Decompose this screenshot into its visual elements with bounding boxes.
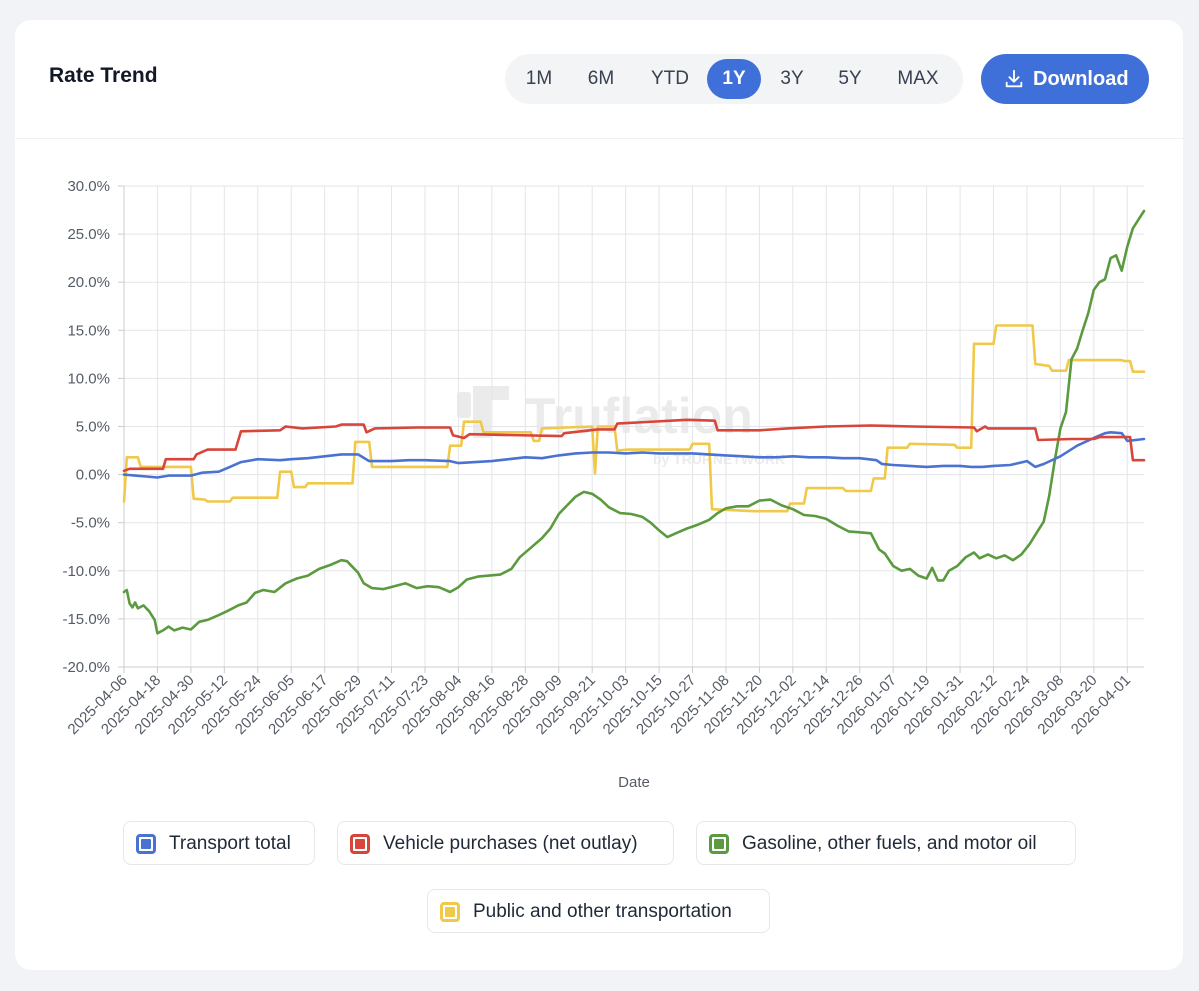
y-tick-label: 30.0% — [67, 178, 110, 195]
download-label: Download — [1033, 68, 1129, 90]
watermark-sub: by TRUF.NETWORK — [653, 451, 785, 467]
range-5y-button[interactable]: 5Y — [838, 68, 862, 89]
legend-swatch — [350, 834, 370, 854]
legend-swatch — [709, 834, 729, 854]
legend-label: Vehicle purchases (net outlay) — [383, 833, 638, 854]
legend-item-gasoline[interactable]: Gasoline, other fuels, and motor oil — [696, 821, 1076, 865]
download-icon — [1005, 69, 1023, 88]
y-tick-label: 5.0% — [76, 419, 110, 436]
range-1m-button[interactable]: 1M — [525, 68, 553, 89]
y-tick-label: 10.0% — [67, 370, 110, 387]
legend-label: Transport total — [169, 833, 291, 854]
series-line-transport-total — [122, 431, 1146, 479]
range-1y-button[interactable]: 1Y — [707, 59, 761, 99]
line-chart: Truflation by TRUF.NETWORK 30.0%25.0%20.… — [62, 178, 1146, 791]
card-header: Rate Trend 1M 6M YTD 1Y 3Y 5Y MAX Downlo… — [15, 20, 1183, 139]
grid — [123, 185, 1144, 668]
legend-item-public-transport[interactable]: Public and other transportation — [427, 889, 770, 933]
download-button[interactable]: Download — [981, 54, 1149, 104]
range-3y-button[interactable]: 3Y — [780, 68, 804, 89]
y-tick-label: -5.0% — [71, 515, 110, 532]
range-max-button[interactable]: MAX — [897, 68, 939, 89]
legend-item-vehicle-purchases[interactable]: Vehicle purchases (net outlay) — [337, 821, 674, 865]
y-tick-label: 0.0% — [76, 467, 110, 484]
legend-swatch — [440, 902, 460, 922]
y-tick-label: 15.0% — [67, 322, 110, 339]
series-line-gasoline — [122, 209, 1146, 635]
series-lines — [122, 209, 1146, 635]
series-line-public-transport — [122, 324, 1146, 513]
x-axis-title: Date — [618, 774, 650, 791]
page-title: Rate Trend — [49, 64, 158, 87]
legend-label: Gasoline, other fuels, and motor oil — [742, 833, 1037, 854]
range-selector: 1M 6M YTD 1Y 3Y 5Y MAX — [505, 54, 963, 104]
y-tick-label: 20.0% — [67, 274, 110, 291]
y-tick-label: -20.0% — [62, 659, 110, 676]
series-line-vehicle-purchases — [122, 418, 1146, 473]
legend-label: Public and other transportation — [473, 901, 732, 922]
y-tick-label: -15.0% — [62, 611, 110, 628]
range-6m-button[interactable]: 6M — [587, 68, 615, 89]
y-tick-label: 25.0% — [67, 226, 110, 243]
y-tick-label: -10.0% — [62, 563, 110, 580]
rate-trend-card: Rate Trend 1M 6M YTD 1Y 3Y 5Y MAX Downlo… — [15, 20, 1183, 970]
legend-item-transport-total[interactable]: Transport total — [123, 821, 315, 865]
range-ytd-button[interactable]: YTD — [651, 68, 689, 89]
legend-swatch — [136, 834, 156, 854]
